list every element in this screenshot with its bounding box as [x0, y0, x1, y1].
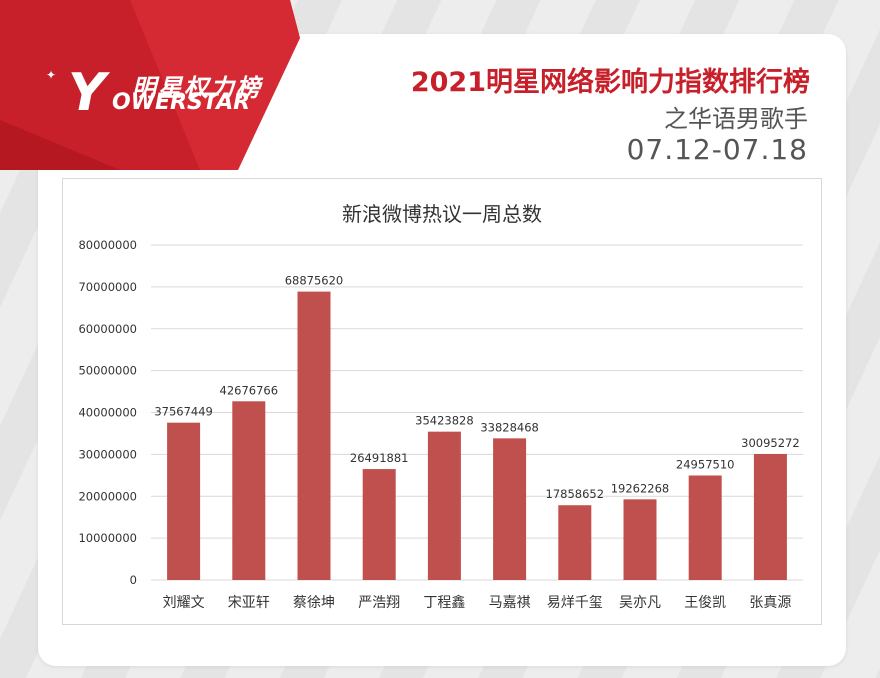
y-tick-label: 30000000	[78, 447, 137, 461]
y-tick-label: 50000000	[78, 364, 137, 378]
y-tick-label: 20000000	[78, 489, 137, 503]
data-label: 26491881	[350, 451, 409, 465]
bar	[558, 505, 592, 580]
chart-title: 新浪微博热议一周总数	[342, 202, 542, 226]
x-tick-label: 严浩翔	[358, 595, 400, 611]
data-label: 42676766	[220, 383, 279, 397]
x-tick-label: 马嘉祺	[489, 595, 531, 611]
date-range: 07.12-07.18	[626, 133, 808, 166]
logo-y-mark: Y	[68, 64, 111, 116]
logo-letter: Y	[68, 64, 111, 116]
bar	[623, 499, 657, 580]
y-tick-label: 70000000	[78, 280, 137, 294]
bar	[232, 401, 266, 580]
logo-english: OWERSTAR	[112, 90, 251, 115]
data-label: 19262268	[611, 481, 670, 495]
y-tick-label: 0	[130, 573, 137, 587]
data-label: 17858652	[546, 487, 605, 501]
bar	[753, 453, 787, 580]
star-icon: ✦	[46, 68, 57, 82]
x-tick-label: 张真源	[749, 595, 791, 611]
x-tick-label: 宋亚轩	[228, 595, 270, 611]
logo-chinese: 明星权力榜	[132, 74, 262, 102]
y-tick-label: 40000000	[78, 406, 137, 420]
x-tick-label: 丁程鑫	[423, 594, 465, 611]
bar	[362, 469, 396, 580]
data-label: 24957510	[676, 457, 735, 471]
data-label: 33828468	[480, 420, 539, 434]
y-tick-label: 10000000	[78, 531, 137, 545]
x-tick-label: 刘耀文	[163, 595, 205, 611]
bar	[427, 431, 461, 580]
x-tick-label: 吴亦凡	[619, 595, 661, 611]
data-label: 68875620	[285, 274, 344, 288]
chart-container: 新浪微博热议一周总数 0 10000000 20000000 30000000 4000…	[62, 178, 822, 625]
data-label: 37567449	[154, 405, 213, 419]
bar	[297, 291, 331, 580]
x-tick-label: 蔡徐坤	[293, 595, 335, 611]
brand-banner	[0, 0, 300, 170]
bar	[167, 422, 201, 580]
page-title: 2021明星网络影响力指数排行榜	[410, 67, 810, 98]
bar	[493, 438, 527, 580]
y-tick-label: 80000000	[78, 238, 137, 252]
page-subtitle: 之华语男歌手	[664, 105, 808, 133]
data-label: 35423828	[415, 414, 474, 428]
bar	[688, 475, 722, 580]
x-tick-label: 王俊凯	[684, 595, 726, 611]
data-label: 30095272	[741, 436, 800, 450]
y-tick-label: 60000000	[78, 322, 137, 336]
x-tick-label: 易烊千玺	[547, 595, 603, 611]
bar-chart: 新浪微博热议一周总数 0 10000000 20000000 30000000 4000…	[78, 202, 803, 611]
